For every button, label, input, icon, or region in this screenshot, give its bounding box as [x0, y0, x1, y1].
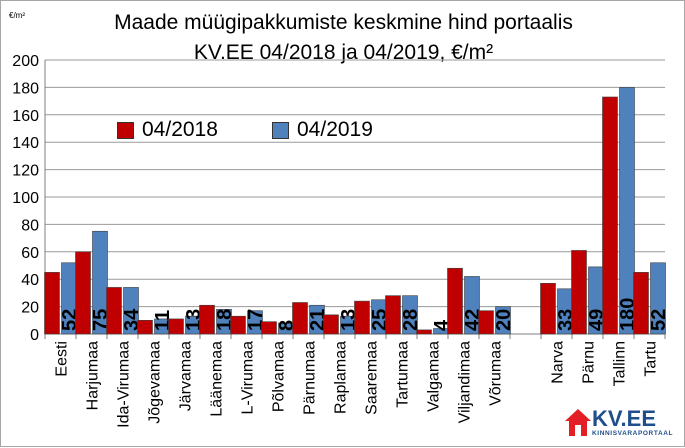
x-category-label: Tartumaa: [395, 341, 412, 408]
x-category-label: Tartu: [643, 341, 660, 377]
bar-04-2018: [416, 329, 432, 335]
logo-tagline: KINNISVARAPORTAAL: [592, 430, 674, 437]
x-category-label: Viljandimaa: [457, 341, 474, 424]
x-category-label: Raplamaa: [333, 341, 350, 414]
bar-04-2018: [540, 283, 556, 335]
x-category-label: Läänemaa: [209, 341, 226, 417]
house-logo-icon: [565, 409, 591, 436]
logo-name: KV.EE: [592, 406, 657, 431]
bar-04-2019: [123, 287, 139, 335]
y-tick-label: 200: [12, 53, 39, 70]
x-category-label: Narva: [550, 341, 567, 384]
x-category-label: L-Virumaa: [240, 341, 257, 415]
bar-04-2018: [354, 300, 370, 335]
y-tick-label: 140: [12, 135, 39, 152]
x-category-label: Pärnu: [581, 341, 598, 384]
bar-04-2018: [261, 321, 277, 335]
x-category-label: Järvamaa: [178, 341, 195, 411]
y-tick-label: 120: [12, 163, 39, 180]
bar-04-2019: [619, 87, 635, 335]
bar-04-2018: [106, 287, 122, 335]
legend-label-2018: 04/2018: [142, 118, 218, 141]
x-category-label: Valgamaa: [426, 341, 443, 412]
legend-swatch-2019: [272, 121, 289, 139]
x-category-label: Pärnumaa: [302, 341, 319, 415]
bar-04-2019: [464, 276, 480, 335]
x-category-label: Jõgevamaa: [147, 341, 164, 424]
bar-04-2019: [402, 295, 418, 335]
data-label: 28: [400, 309, 422, 331]
chart-title-line1: Maade müügipakkumiste keskmine hind port…: [114, 11, 573, 34]
legend-item-2019: 04/2019: [272, 118, 373, 142]
bar-04-2018: [602, 96, 618, 335]
bar-04-2018: [199, 304, 215, 335]
bar-04-2018: [385, 295, 401, 335]
bar-04-2019: [92, 230, 108, 335]
bar-04-2018: [168, 318, 184, 335]
chart-title-line2: KV.EE 04/2018 ja 04/2019, €/m²: [193, 41, 494, 64]
bar-04-2019: [650, 262, 666, 335]
bar-04-2018: [323, 314, 339, 335]
x-category-label: Saaremaa: [364, 341, 381, 415]
data-label: 20: [493, 309, 515, 331]
bar-04-2018: [571, 250, 587, 335]
data-label: 8: [276, 320, 298, 331]
x-category-label: Võrumaa: [488, 341, 505, 406]
bar-04-2018: [44, 272, 60, 335]
x-category-label: Eesti: [54, 341, 71, 377]
y-tick-label: 80: [21, 217, 39, 234]
legend-label-2019: 04/2019: [297, 118, 373, 141]
data-label: 52: [648, 309, 670, 331]
legend-swatch-2018: [117, 121, 134, 139]
bar-04-2018: [75, 251, 91, 335]
y-tick-label: 20: [21, 300, 39, 317]
legend-item-2018: 04/2018: [117, 118, 218, 142]
bar-04-2018: [230, 315, 246, 335]
bar-04-2018: [292, 302, 308, 335]
y-tick-label: 0: [30, 327, 39, 344]
y-tick-label: 40: [21, 272, 39, 289]
bar-04-2018: [137, 319, 153, 335]
y-tick-label: 60: [21, 245, 39, 262]
x-category-label: Harjumaa: [85, 341, 102, 410]
kvee-logo: KV.EE KINNISVARAPORTAAL: [564, 406, 676, 440]
x-category-label: Põlvamaa: [271, 341, 288, 412]
y-tick-label: 180: [12, 80, 39, 97]
x-category-label: Ida-Virumaa: [116, 341, 133, 428]
y-tick-label: 100: [12, 190, 39, 207]
x-category-label: Tallinn: [612, 341, 629, 386]
bar-04-2018: [478, 310, 494, 335]
bar-04-2018: [447, 267, 463, 335]
bar-04-2018: [633, 272, 649, 335]
y-tick-label: 160: [12, 108, 39, 125]
y-axis-unit: €/m²: [9, 11, 25, 20]
bar-04-2019: [495, 306, 511, 335]
